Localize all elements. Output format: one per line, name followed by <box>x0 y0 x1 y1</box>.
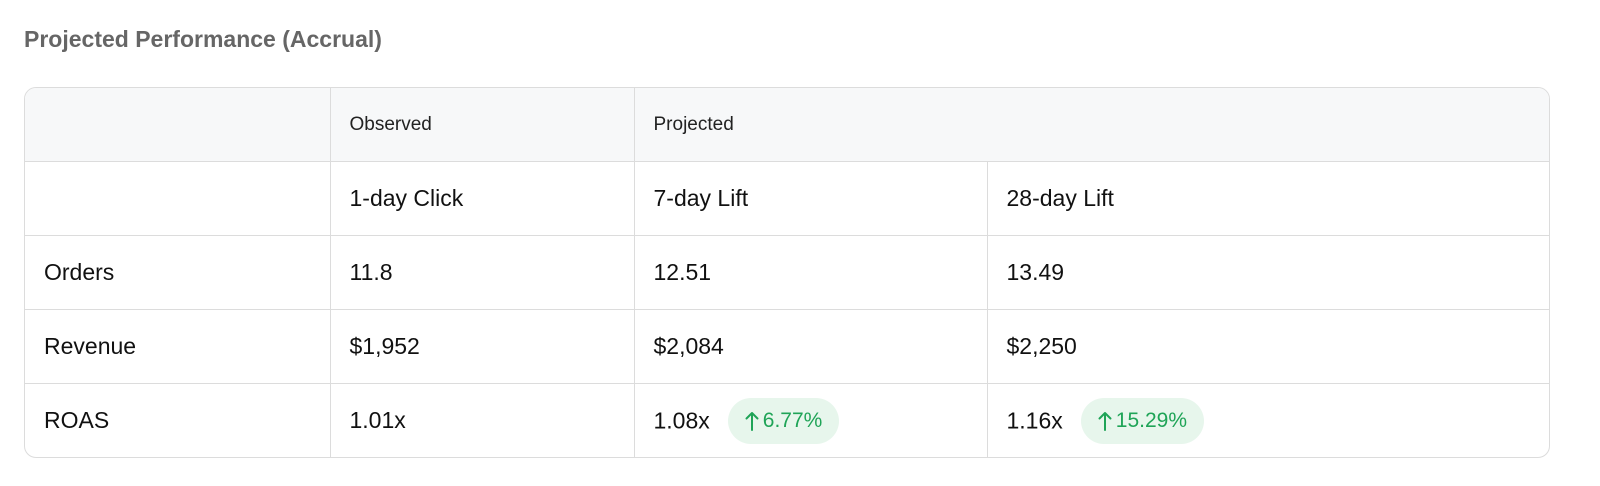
row-label: Revenue <box>25 309 331 384</box>
cell: 1.16x 15.29% <box>987 384 1549 458</box>
empty-cell <box>25 161 331 236</box>
cell: 13.49 <box>987 235 1549 310</box>
header-group: Projected <box>634 88 1549 162</box>
column-header: 7-day Lift <box>634 161 988 236</box>
up-arrow-icon <box>745 411 759 431</box>
cell: 12.51 <box>634 235 988 310</box>
data-row: Orders 11.8 12.51 13.49 <box>25 235 1549 310</box>
cell: $2,250 <box>987 309 1549 384</box>
cell: $2,084 <box>634 309 988 384</box>
cell: 1.01x <box>330 383 635 457</box>
data-row: ROAS 1.01x 1.08x 6.77% 1.16x 15.29% <box>25 383 1549 458</box>
row-label: ROAS <box>25 383 331 457</box>
column-header: 28-day Lift <box>987 161 1549 236</box>
header-group-row: Observed Projected <box>25 88 1549 162</box>
change-value: 15.29% <box>1115 408 1187 432</box>
up-arrow-icon <box>1098 411 1112 431</box>
cell: 1.08x 6.77% <box>634 383 988 457</box>
cell: 11.8 <box>330 235 635 310</box>
empty-cell <box>25 88 331 162</box>
change-badge: 15.29% <box>1080 397 1204 444</box>
table-container: Observed Projected 1-day Click 7-day Lif… <box>24 87 1550 458</box>
cell-value: 1.08x <box>653 407 710 433</box>
column-header: 1-day Click <box>330 161 635 236</box>
section-title: Projected Performance (Accrual) <box>24 26 382 52</box>
change-badge: 6.77% <box>727 397 840 444</box>
change-value: 6.77% <box>762 408 823 432</box>
data-row: Revenue $1,952 $2,084 $2,250 <box>25 309 1549 384</box>
cell: $1,952 <box>330 309 635 384</box>
header-group: Observed <box>330 88 635 162</box>
column-header-row: 1-day Click 7-day Lift 28-day Lift <box>25 161 1549 236</box>
row-label: Orders <box>25 235 331 310</box>
cell-value: 1.16x <box>1006 407 1063 433</box>
performance-table: Observed Projected 1-day Click 7-day Lif… <box>25 88 1549 457</box>
